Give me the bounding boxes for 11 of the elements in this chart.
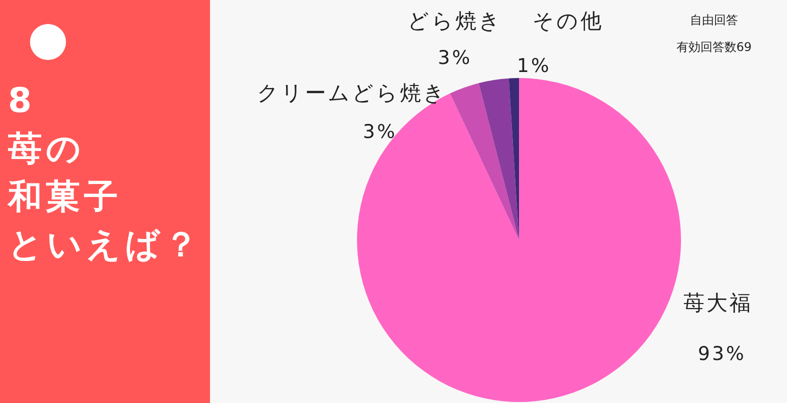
slice-label: 苺大福 [684, 291, 752, 315]
slice-label: クリームどら焼き [257, 81, 447, 105]
slice-label: どら焼き [408, 9, 502, 33]
data-label: 3% [362, 121, 398, 143]
data-label: 1% [516, 55, 552, 77]
slice-label: その他 [532, 9, 604, 33]
text: 有効回答数69 [676, 40, 752, 54]
data-label: 93% [698, 343, 746, 365]
text: 自由回答 [690, 13, 738, 27]
data-label: 3% [438, 47, 472, 69]
title: 8苺の和菓子といえば？ [8, 81, 202, 265]
